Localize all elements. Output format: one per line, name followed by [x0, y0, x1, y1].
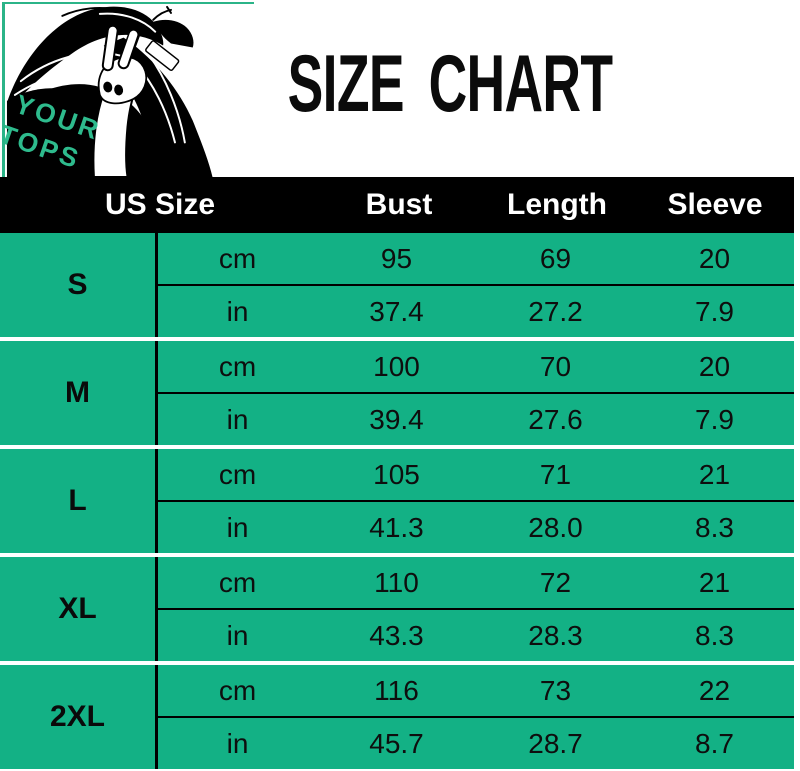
bust-value: 105 — [373, 458, 420, 490]
table-row: in 39.4 27.6 7.9 — [158, 394, 794, 445]
size-label: XL — [0, 557, 158, 661]
bust-value: 100 — [373, 350, 420, 382]
length-value: 73 — [539, 674, 572, 706]
row-divider — [158, 608, 794, 610]
length-value: 70 — [539, 350, 572, 382]
table-row: cm 110 72 21 — [158, 557, 794, 608]
table-row: cm 105 71 21 — [158, 449, 794, 500]
length-value: 28.3 — [528, 619, 583, 651]
unit-label: cm — [218, 458, 257, 490]
header-length: Length — [507, 188, 607, 221]
table-header-row: US Size Bust Length Sleeve — [0, 177, 794, 233]
table-row: cm 100 70 20 — [158, 341, 794, 392]
bust-value: 41.3 — [369, 511, 424, 543]
table-body: S cm 95 69 20 in 37.4 27.2 7.9 — [0, 233, 794, 769]
bust-value: 95 — [380, 242, 413, 274]
header-us-size: US Size — [104, 188, 216, 221]
bust-value: 43.3 — [369, 619, 424, 651]
sleeve-value: 21 — [698, 566, 731, 598]
size-group-2xl: 2XL cm 116 73 22 in 45.7 28.7 8.7 — [0, 665, 794, 769]
length-value: 27.6 — [528, 403, 583, 435]
table-row: in 45.7 28.7 8.7 — [158, 718, 794, 769]
length-value: 28.0 — [528, 511, 583, 543]
unit-label: in — [226, 619, 249, 651]
sleeve-value: 21 — [698, 458, 731, 490]
brand-illustration: YOUR TOPS — [2, 2, 254, 177]
sleeve-value: 8.7 — [695, 727, 734, 759]
size-label: 2XL — [0, 665, 158, 769]
woman-hair-illustration-icon: YOUR TOPS — [5, 5, 213, 177]
bust-value: 37.4 — [369, 295, 424, 327]
row-divider — [158, 392, 794, 394]
unit-label: in — [226, 727, 249, 759]
sleeve-value: 8.3 — [695, 619, 734, 651]
header-bust: Bust — [365, 188, 433, 221]
bust-value: 110 — [374, 566, 419, 598]
table-row: in 37.4 27.2 7.9 — [158, 286, 794, 337]
header-sleeve: Sleeve — [667, 188, 763, 221]
unit-label: in — [226, 511, 249, 543]
unit-label: cm — [218, 350, 257, 382]
length-value: 71 — [539, 458, 572, 490]
size-group-m: M cm 100 70 20 in 39.4 27.6 7.9 — [0, 341, 794, 445]
bust-value: 116 — [374, 674, 419, 706]
unit-label: cm — [218, 674, 257, 706]
length-value: 72 — [539, 566, 572, 598]
size-group-xl: XL cm 110 72 21 in 43.3 28.3 8.3 — [0, 557, 794, 661]
bust-value: 39.4 — [369, 403, 424, 435]
size-label: M — [0, 341, 158, 445]
row-divider — [158, 716, 794, 718]
length-value: 69 — [539, 242, 572, 274]
table-row: cm 116 73 22 — [158, 665, 794, 716]
unit-label: in — [226, 295, 249, 327]
unit-label: in — [226, 403, 249, 435]
size-label: L — [0, 449, 158, 553]
size-group-s: S cm 95 69 20 in 37.4 27.2 7.9 — [0, 233, 794, 337]
page-title: SIZE CHART — [287, 38, 613, 129]
table-row: in 43.3 28.3 8.3 — [158, 610, 794, 661]
sleeve-value: 20 — [698, 350, 731, 382]
unit-label: cm — [218, 566, 257, 598]
sleeve-value: 8.3 — [695, 511, 734, 543]
bust-value: 45.7 — [369, 727, 424, 759]
size-group-l: L cm 105 71 21 in 41.3 28.0 8.3 — [0, 449, 794, 553]
sleeve-value: 7.9 — [695, 403, 734, 435]
sleeve-value: 7.9 — [695, 295, 734, 327]
sleeve-value: 22 — [698, 674, 731, 706]
unit-label: cm — [218, 242, 257, 274]
table-row: in 41.3 28.0 8.3 — [158, 502, 794, 553]
title-area: SIZE CHART — [240, 38, 660, 129]
sleeve-value: 20 — [698, 242, 731, 274]
row-divider — [158, 284, 794, 286]
length-value: 27.2 — [528, 295, 583, 327]
size-table: US Size Bust Length Sleeve S cm 95 69 20 — [0, 177, 794, 769]
table-row: cm 95 69 20 — [158, 233, 794, 284]
length-value: 28.7 — [528, 727, 583, 759]
row-divider — [158, 500, 794, 502]
hero-section: YOUR TOPS SIZE CHART — [0, 0, 800, 177]
size-label: S — [0, 233, 158, 337]
